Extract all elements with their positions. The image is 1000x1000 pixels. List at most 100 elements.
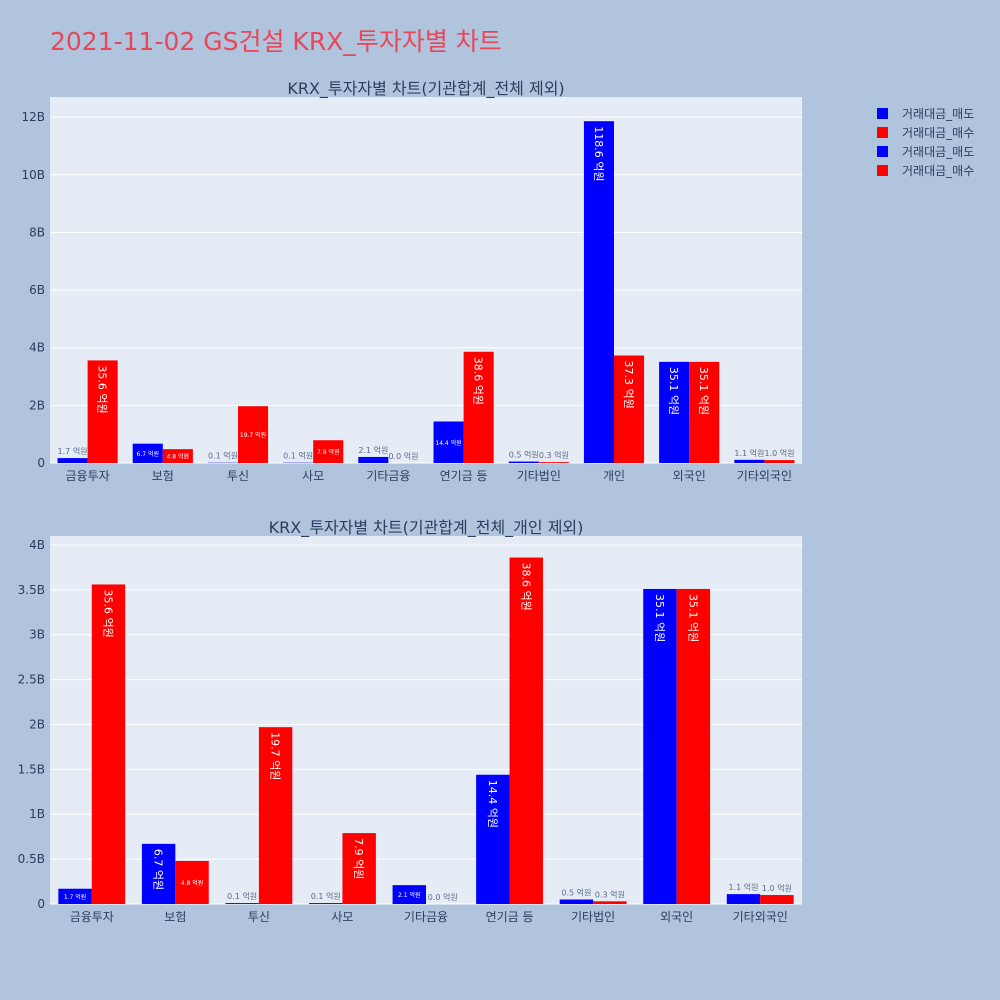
- y-tick-label: 8B: [29, 225, 45, 239]
- data-label: 118.6 억원: [592, 126, 605, 181]
- data-label: 0.0 억원: [428, 892, 458, 902]
- x-tick-label: 연기금 등: [440, 469, 488, 483]
- bar: [643, 588, 677, 904]
- y-tick-label: 4B: [29, 341, 45, 355]
- data-label: 0.1 억원: [283, 451, 313, 461]
- bar: [91, 584, 126, 904]
- x-tick-label: 기타금융: [404, 910, 448, 924]
- bar: [689, 361, 720, 463]
- bar: [583, 121, 614, 463]
- bar: [760, 895, 794, 904]
- data-label: 38.6 억원: [472, 357, 485, 405]
- data-label: 0.3 억원: [539, 450, 569, 460]
- bar: [764, 460, 795, 463]
- bar: [676, 588, 711, 904]
- bar: [659, 361, 690, 463]
- y-tick-label: 1B: [29, 807, 45, 821]
- x-tick-label: 기타외국인: [737, 469, 792, 483]
- chart-title: KRX_투자자별 차트(기관합계_전체 제외): [287, 79, 564, 99]
- bar: [141, 843, 176, 904]
- y-tick-label: 3.5B: [18, 583, 45, 597]
- data-label: 35.1 억원: [667, 367, 680, 415]
- data-label: 0.1 억원: [311, 891, 341, 901]
- data-label: 7.9 억원: [352, 838, 365, 879]
- y-tick-label: 4B: [29, 538, 45, 552]
- chart-panel-1: 0 2B 4B 6B 8B 10B 12B KRX_투자자별 차트(기관합계_전체 제외) 금융…: [21, 79, 802, 483]
- data-label: 0.1 억원: [227, 891, 257, 901]
- data-label: 1.0 억원: [762, 883, 792, 893]
- legend-label: 거래대금_매도: [902, 107, 974, 121]
- bar: [538, 462, 569, 463]
- legend-swatch: [877, 165, 888, 176]
- x-tick-label: 연기금 등: [486, 910, 534, 924]
- y-tick-label: 0.5B: [18, 852, 45, 866]
- data-label: 37.3 억원: [622, 361, 635, 409]
- data-label: 35.1 억원: [653, 594, 666, 642]
- y-tick-label: 2B: [29, 717, 45, 731]
- data-label: 19.7 억원: [240, 431, 266, 439]
- data-label: 38.6 억원: [519, 563, 532, 611]
- data-label: 19.7 억원: [269, 732, 282, 780]
- data-label: 1.1 억원: [734, 448, 764, 458]
- bar: [58, 888, 92, 904]
- data-label: 35.6 억원: [101, 589, 114, 637]
- x-tick-label: 투신: [248, 910, 270, 924]
- y-tick-label: 12B: [21, 110, 45, 124]
- bar: [734, 459, 765, 463]
- data-label: 1.7 억원: [58, 446, 88, 456]
- x-tick-label: 보험: [152, 469, 174, 483]
- y-tick-label: 2.5B: [18, 673, 45, 687]
- bar: [57, 458, 88, 463]
- bar: [358, 456, 389, 463]
- bar: [614, 355, 645, 463]
- bar: [559, 899, 594, 904]
- page-title: 2021-11-02 GS건설 KRX_투자자별 차트: [50, 27, 502, 56]
- bar: [309, 903, 343, 904]
- bar: [593, 901, 627, 904]
- bar: [463, 351, 494, 463]
- x-tick-label: 금융투자: [66, 469, 110, 483]
- y-tick-label: 0: [37, 456, 45, 470]
- x-tick-label: 사모: [331, 910, 353, 924]
- y-tick-label: 6B: [29, 283, 45, 297]
- data-label: 0.0 억원: [388, 451, 418, 461]
- bar: [238, 406, 269, 463]
- legend-label: 거래대금_매수: [902, 126, 974, 140]
- x-tick-label: 외국인: [660, 910, 693, 924]
- data-label: 6.7 억원: [137, 450, 160, 458]
- data-label: 14.4 억원: [486, 780, 499, 828]
- data-label: 1.7 억원: [64, 893, 87, 901]
- y-tick-label: 1.5B: [18, 762, 45, 776]
- x-tick-label: 기타외국인: [733, 910, 788, 924]
- bar: [258, 727, 293, 904]
- legend-swatch: [877, 108, 888, 119]
- data-label: 7.9 억원: [317, 448, 340, 456]
- chart-title: KRX_투자자별 차트(기관합계_전체_개인 제외): [269, 518, 584, 538]
- data-label: 4.8 억원: [167, 453, 190, 461]
- y-tick-label: 0: [37, 897, 45, 911]
- data-label: 1.0 억원: [764, 448, 794, 458]
- data-label: 1.1 억원: [729, 882, 759, 892]
- legend-label: 거래대금_매수: [902, 164, 974, 178]
- data-label: 0.3 억원: [595, 889, 625, 899]
- legend-swatch: [877, 146, 888, 157]
- legend-swatch: [877, 127, 888, 138]
- bar: [87, 360, 118, 463]
- x-tick-label: 개인: [603, 469, 625, 483]
- x-tick-label: 기타금융: [366, 469, 410, 483]
- bar: [392, 885, 426, 904]
- x-tick-label: 금융투자: [70, 910, 114, 924]
- bar: [313, 440, 344, 463]
- data-label: 0.5 억원: [509, 450, 539, 460]
- y-tick-label: 3B: [29, 628, 45, 642]
- data-label: 35.6 억원: [96, 365, 109, 413]
- bar: [509, 557, 543, 904]
- legend-label: 거래대금_매도: [902, 145, 974, 159]
- bar: [476, 774, 510, 904]
- data-label: 35.1 억원: [686, 594, 699, 642]
- data-label: 2.1 억원: [398, 891, 421, 899]
- bar: [162, 449, 193, 463]
- data-label: 4.8 억원: [181, 879, 204, 887]
- data-label: 0.5 억원: [561, 888, 591, 898]
- bar: [342, 833, 376, 904]
